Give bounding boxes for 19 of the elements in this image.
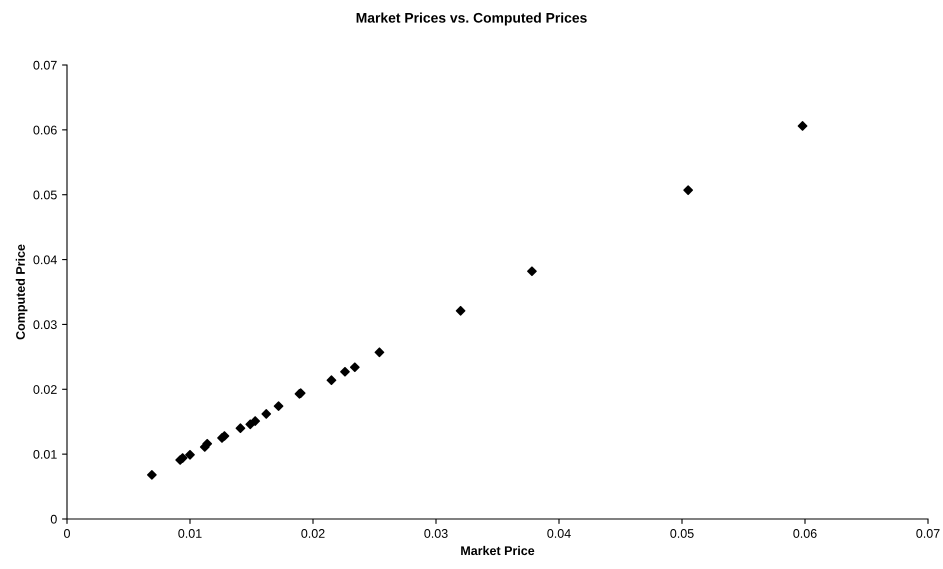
y-tick-label: 0.06: [33, 126, 57, 135]
x-tick-label: 0.03: [424, 529, 448, 538]
x-tick-label: 0.02: [301, 529, 325, 538]
y-tick-label: 0: [50, 514, 57, 524]
y-axis-title: Computed Price: [16, 244, 28, 340]
y-tick-label: 0.04: [33, 255, 57, 264]
chart-title: Market Prices vs. Computed Prices: [356, 12, 587, 26]
x-tick-label: 0.05: [670, 529, 694, 538]
x-tick-label: 0.06: [793, 529, 817, 538]
x-tick-label: 0.01: [178, 529, 202, 538]
y-tick-label: 0.07: [33, 60, 57, 70]
y-tick-label: 0.01: [33, 450, 57, 459]
y-tick-label: 0.05: [33, 190, 57, 200]
y-tick-label: 0.02: [33, 385, 57, 394]
x-tick-label: 0.07: [916, 529, 940, 538]
x-tick-label: 0: [64, 529, 70, 538]
y-tick-label: 0.03: [33, 320, 57, 330]
x-axis-title: Market Price: [461, 546, 534, 556]
x-tick-label: 0.04: [547, 529, 571, 538]
